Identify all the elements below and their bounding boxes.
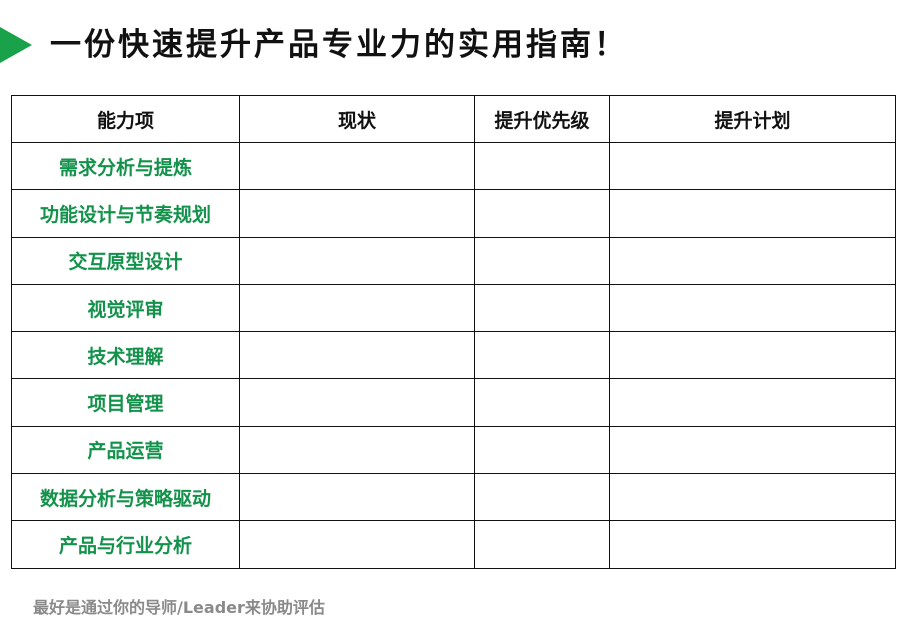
priority-cell[interactable] [474,236,610,285]
priority-cell[interactable] [474,141,610,191]
table-row: 交互原型设计 [11,236,896,285]
ability-cell: 产品运营 [11,425,240,475]
table-header-row: 能力项 现状 提升优先级 提升计划 [11,95,896,143]
ability-cell: 技术理解 [11,331,240,380]
header-status: 现状 [239,95,475,143]
priority-cell[interactable] [474,283,610,333]
table-row: 产品运营 [11,425,896,475]
priority-cell[interactable] [474,189,610,238]
plan-cell[interactable] [609,141,896,191]
footer-note: 最好是通过你的导师/Leader来协助评估 [33,598,325,617]
plan-cell[interactable] [609,378,896,427]
status-cell[interactable] [239,520,475,569]
ability-cell: 数据分析与策略驱动 [11,473,240,522]
ability-cell: 产品与行业分析 [11,520,240,569]
priority-cell[interactable] [474,425,610,475]
status-cell[interactable] [239,425,475,475]
status-cell[interactable] [239,189,475,238]
header-plan: 提升计划 [609,95,896,143]
plan-cell[interactable] [609,473,896,522]
triangle-marker-icon [0,27,32,63]
status-cell[interactable] [239,473,475,522]
plan-cell[interactable] [609,283,896,333]
status-cell[interactable] [239,283,475,333]
plan-cell[interactable] [609,425,896,475]
table-row: 功能设计与节奏规划 [11,189,896,238]
table-row: 需求分析与提炼 [11,141,896,191]
plan-cell[interactable] [609,189,896,238]
status-cell[interactable] [239,141,475,191]
ability-cell: 视觉评审 [11,283,240,333]
priority-cell[interactable] [474,520,610,569]
table-row: 技术理解 [11,331,896,380]
ability-cell: 交互原型设计 [11,236,240,285]
ability-cell: 需求分析与提炼 [11,141,240,191]
plan-cell[interactable] [609,236,896,285]
table-row: 数据分析与策略驱动 [11,473,896,522]
priority-cell[interactable] [474,378,610,427]
status-cell[interactable] [239,378,475,427]
status-cell[interactable] [239,331,475,380]
header-priority: 提升优先级 [474,95,610,143]
table-row: 产品与行业分析 [11,520,896,569]
table-row: 项目管理 [11,378,896,427]
plan-cell[interactable] [609,520,896,569]
assessment-table: 能力项 现状 提升优先级 提升计划 需求分析与提炼 功能设计与节奏规划 交互原型设计… [11,95,896,569]
ability-cell: 功能设计与节奏规划 [11,189,240,238]
priority-cell[interactable] [474,331,610,380]
priority-cell[interactable] [474,473,610,522]
ability-cell: 项目管理 [11,378,240,427]
page-title: 一份快速提升产品专业力的实用指南！ [50,27,628,63]
header-ability: 能力项 [11,95,240,143]
plan-cell[interactable] [609,331,896,380]
table-row: 视觉评审 [11,283,896,333]
status-cell[interactable] [239,236,475,285]
